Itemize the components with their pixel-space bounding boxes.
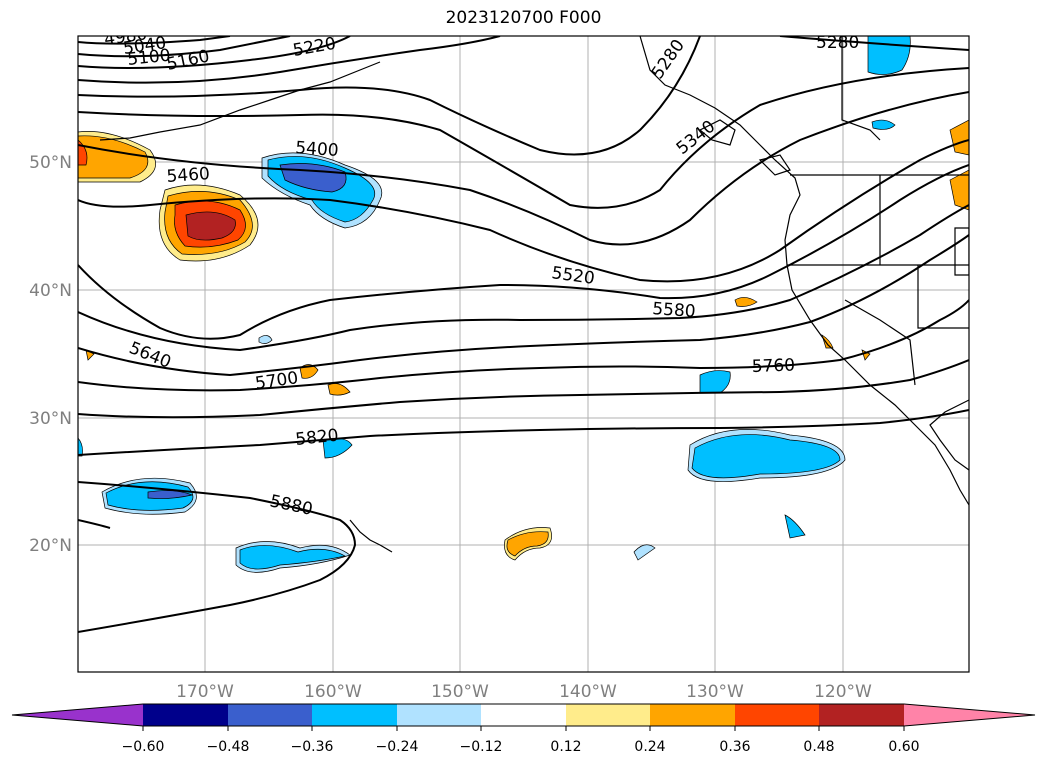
contour-label: 5040 bbox=[122, 33, 168, 59]
colorbar-tick-label: −0.24 bbox=[376, 739, 419, 755]
map-frame bbox=[77, 35, 970, 673]
map-plot-area: 4980 5040 5100 5160 5220 5280 5280 5340 … bbox=[78, 33, 969, 672]
positive-anomaly-region bbox=[299, 364, 319, 379]
colorbar-tick-marks bbox=[142, 726, 905, 731]
longitude-label: 150°W bbox=[431, 682, 489, 702]
map-title: 2023120700 F000 bbox=[445, 8, 602, 28]
colorbar-segment-7 bbox=[650, 704, 735, 726]
longitude-label: 120°W bbox=[814, 682, 872, 702]
latitude-label: 50°N bbox=[29, 153, 72, 173]
negative-anomaly-region bbox=[691, 434, 841, 479]
colorbar-tick-label: −0.48 bbox=[207, 739, 250, 755]
contour-label: 5460 bbox=[166, 164, 211, 187]
negative-anomaly-region bbox=[784, 514, 806, 539]
coastlines bbox=[99, 36, 969, 553]
shaded-anomaly-fields bbox=[78, 36, 969, 573]
negative-anomaly-region bbox=[699, 370, 731, 394]
negative-anomaly-region bbox=[633, 544, 656, 561]
colorbar-tick-label: 0.12 bbox=[550, 739, 581, 755]
contour-label: 5820 bbox=[294, 426, 339, 450]
latitude-label: 20°N bbox=[29, 536, 72, 556]
latitude-labels: 50°N 40°N 30°N 20°N bbox=[29, 153, 72, 556]
colorbar-segment-5 bbox=[481, 704, 566, 726]
longitude-labels: 170°W 160°W 150°W 140°W 130°W 120°W bbox=[176, 682, 872, 702]
longitude-label: 160°W bbox=[304, 682, 362, 702]
longitude-label: 130°W bbox=[686, 682, 744, 702]
longitude-label: 170°W bbox=[176, 682, 234, 702]
contour-label: 5580 bbox=[652, 299, 697, 322]
height-contours bbox=[78, 36, 969, 633]
positive-anomaly-region bbox=[949, 169, 969, 211]
colorbar-tick-label: 0.36 bbox=[719, 739, 750, 755]
negative-anomaly-region bbox=[239, 545, 346, 570]
colorbar-tick-label: −0.12 bbox=[460, 739, 503, 755]
colorbar-segment-3 bbox=[312, 704, 397, 726]
positive-anomaly-region bbox=[506, 531, 549, 557]
contour-label: 5100 bbox=[126, 46, 171, 70]
colorbar-segment-1 bbox=[143, 704, 228, 726]
negative-anomaly-region bbox=[147, 490, 194, 499]
negative-anomaly-region bbox=[258, 335, 273, 344]
positive-anomaly-region bbox=[78, 135, 149, 179]
colorbar-segment-2 bbox=[228, 704, 312, 726]
colorbar-segment-10 bbox=[904, 704, 1035, 726]
colorbar-segment-0 bbox=[12, 704, 143, 726]
positive-anomaly-region bbox=[734, 297, 758, 307]
contour-label: 5400 bbox=[295, 138, 340, 161]
colorbar-segment-6 bbox=[566, 704, 650, 726]
contour-label: 5280 bbox=[816, 33, 859, 53]
contour-label: 5760 bbox=[751, 355, 795, 376]
colorbar: −0.60 −0.48 −0.36 −0.24 −0.12 0.12 0.24 … bbox=[11, 703, 1036, 755]
colorbar-tick-label: −0.60 bbox=[122, 739, 165, 755]
positive-anomaly-region bbox=[821, 334, 834, 349]
positive-anomaly-region bbox=[185, 211, 236, 241]
colorbar-segment-8 bbox=[735, 704, 819, 726]
longitude-label: 140°W bbox=[559, 682, 617, 702]
negative-anomaly-region bbox=[871, 119, 896, 130]
colorbar-segment-4 bbox=[397, 704, 481, 726]
latitude-label: 40°N bbox=[29, 281, 72, 301]
negative-anomaly-region bbox=[78, 437, 83, 457]
colorbar-tick-label: 0.60 bbox=[888, 739, 919, 755]
latitude-label: 30°N bbox=[29, 409, 72, 429]
colorbar-tick-label: 0.24 bbox=[634, 739, 665, 755]
colorbar-tick-label: 0.48 bbox=[803, 739, 834, 755]
colorbar-tick-label: −0.36 bbox=[291, 739, 334, 755]
colorbar-segment-9 bbox=[819, 704, 904, 726]
